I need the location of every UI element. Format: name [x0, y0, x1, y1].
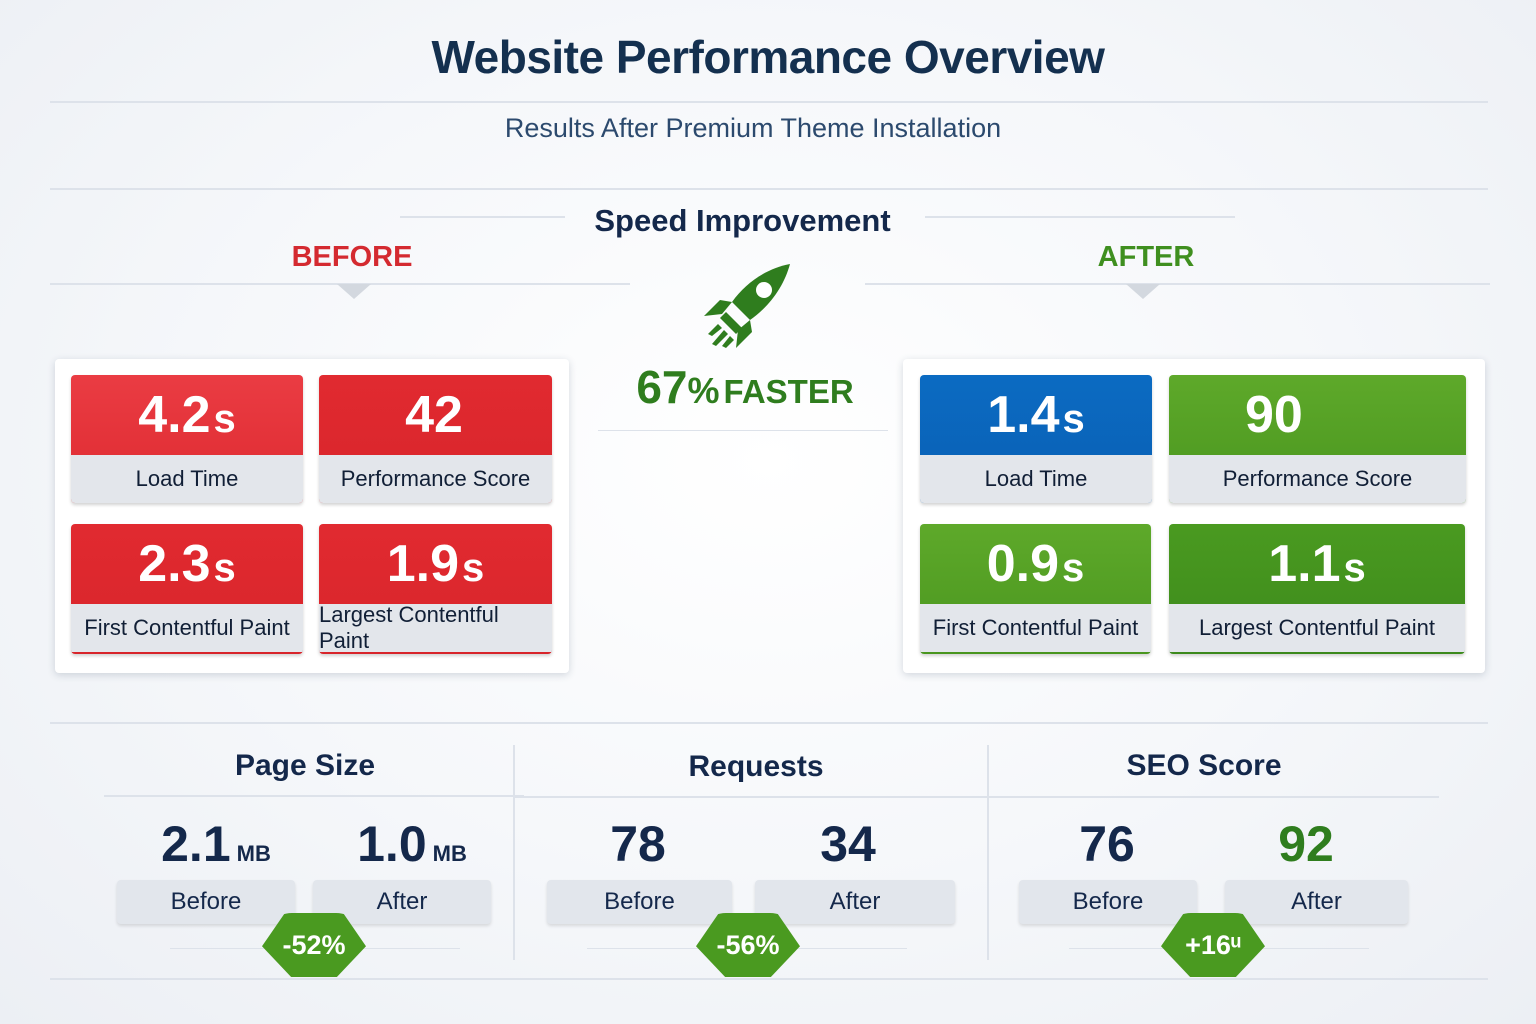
speed-improvement-value: 67% FASTER: [600, 360, 890, 414]
metric-seo-score: SEO Score 76 92 Before After +16ᵘ: [989, 0, 1489, 1024]
before-pointer-icon: [337, 284, 371, 299]
metric-title: Requests: [688, 750, 824, 783]
speed-improvement-title: Speed Improvement: [594, 203, 891, 238]
metric-title: SEO Score: [1126, 749, 1282, 782]
metric-page-size: Page Size 2.1 MB 1.0 MB Before After -52%: [50, 0, 524, 1024]
card-label: Performance Score: [319, 455, 552, 503]
before-panel: 4.2 s Load Time 42 Performance Score 2.3 s…: [55, 359, 569, 673]
improvement-percent: %: [687, 370, 720, 411]
metrics-top-divider: [50, 722, 1488, 724]
metric-title-divider: [104, 795, 524, 797]
after-card-lcp: 1.1 s Largest Contentful Paint: [1169, 524, 1465, 654]
faster-underline: [598, 430, 888, 431]
card-value: 1.9 s: [386, 535, 485, 593]
card-value: 2.3 s: [138, 535, 236, 593]
metric-title: Page Size: [234, 749, 376, 782]
page-subtitle: Results After Premium Theme Installation: [504, 113, 1002, 143]
improvement-word: FASTER: [723, 373, 854, 410]
metric-requests: Requests 78 34 Before After -56%: [515, 0, 987, 1024]
card-label: Performance Score: [1169, 455, 1466, 503]
card-value: 4.2 s: [138, 386, 236, 444]
before-value: 78: [610, 816, 666, 872]
after-divider: [865, 283, 1490, 285]
before-pill: Before: [547, 880, 732, 924]
metric-title-divider: [989, 796, 1439, 798]
before-card-lcp: 1.9 s Largest Contentful Paint: [319, 524, 552, 654]
after-value: 92: [1278, 816, 1334, 872]
before-card-performance-score: 42 Performance Score: [319, 375, 552, 503]
after-value: 34: [820, 816, 876, 872]
after-panel: 1.4 s Load Time 90 Performance Score 0.9 s…: [903, 359, 1485, 673]
card-label: Load Time: [71, 455, 303, 503]
after-pill: After: [313, 880, 491, 924]
card-value: 42: [405, 386, 463, 444]
rocket-icon: [698, 262, 794, 354]
before-label: BEFORE: [291, 241, 413, 273]
card-label: Load Time: [920, 455, 1152, 503]
speed-divider-left: [400, 216, 565, 218]
metric-title-divider: [515, 796, 987, 798]
subtitle-divider: [50, 188, 1488, 190]
before-value: 2.1 MB: [161, 816, 271, 872]
after-pill: After: [1225, 880, 1408, 924]
improvement-number: 67: [636, 361, 688, 413]
before-card-load-time: 4.2 s Load Time: [71, 375, 303, 503]
card-value: 1.4 s: [987, 386, 1085, 444]
speed-divider-right: [925, 216, 1235, 218]
metric-separator-1: [513, 745, 515, 960]
after-card-load-time: 1.4 s Load Time: [920, 375, 1152, 503]
metrics-bottom-divider: [50, 978, 1488, 980]
card-label: First Contentful Paint: [920, 604, 1151, 652]
card-value: 90: [1245, 386, 1303, 444]
card-label: Largest Contentful Paint: [1169, 604, 1465, 652]
card-label: Largest Contentful Paint: [319, 602, 552, 653]
title-divider: [50, 101, 1488, 103]
after-label: AFTER: [1097, 241, 1195, 273]
metric-separator-2: [987, 745, 989, 960]
before-card-fcp: 2.3 s First Contentful Paint: [71, 524, 303, 654]
page-title: Website Performance Overview: [431, 31, 1105, 83]
before-pill: Before: [1019, 880, 1197, 924]
after-pointer-icon: [1126, 284, 1160, 299]
card-value: 0.9 s: [986, 535, 1085, 593]
before-pill: Before: [117, 880, 295, 924]
after-card-performance-score: 90 Performance Score: [1169, 375, 1466, 503]
card-value: 1.1 s: [1268, 535, 1366, 593]
after-pill: After: [755, 880, 955, 924]
after-card-fcp: 0.9 s First Contentful Paint: [920, 524, 1151, 654]
after-value: 1.0 MB: [357, 816, 467, 872]
card-label: First Contentful Paint: [71, 604, 303, 652]
before-value: 76: [1079, 816, 1135, 872]
